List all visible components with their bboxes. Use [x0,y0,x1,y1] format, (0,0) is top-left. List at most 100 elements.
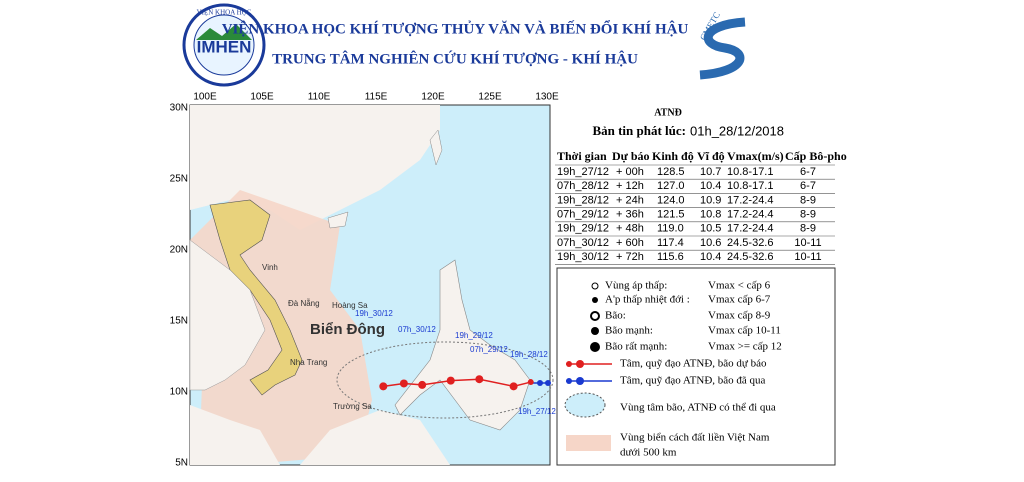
logo-right-s [699,17,746,80]
track-label: 19h_28/12 [510,350,548,359]
legend-symbol [576,360,584,368]
legend-vmax: Vmax >= cấp 12 [708,341,782,353]
legend-cone [564,392,606,418]
lat-label: 30N [170,103,188,114]
indochina [189,239,266,391]
lon-label: 130E [535,92,559,103]
table-cell: 128.5 [657,166,685,178]
legend-vmax: Vmax cấp 8-9 [708,310,771,322]
institute: VIỆN KHOA HỌC KHÍ TƯỢNG THỦY VĂN VÀ BIẾN… [222,19,689,37]
table-cell: 07h_29/12 [557,209,609,221]
table-cell: + 48h [616,223,644,235]
table-cell: 117.4 [657,237,684,249]
philippines [394,259,531,431]
table-cell: 07h_30/12 [557,237,609,249]
table-cell: 19h_28/12 [557,194,609,206]
legend-past: Tâm, quỹ đạo ATNĐ, bão đã qua [620,375,766,387]
table-cell: + 00h [616,166,644,178]
legend-box [556,267,836,466]
table-header: Thời gian [557,149,607,163]
past-point [537,380,543,386]
legend-cone: Vùng tâm bão, ATNĐ có thể đi qua [620,402,776,414]
table-header: Dự báo [612,149,650,163]
track-label: 19h_27/12 [518,407,556,416]
table-header: Vĩ độ [697,149,725,163]
legend-zone [566,435,611,451]
issued: 01h_28/12/2018 [690,123,784,138]
table-cell: 10-11 [794,237,821,249]
lon-label: 105E [250,92,274,103]
table-cell: + 36h [616,209,644,221]
place-label: Trường Sa [333,402,372,411]
table-cell: + 60h [616,237,644,249]
table-cell: 10.8 [700,209,721,221]
table-cell: 119.0 [657,223,684,235]
lon-label: 125E [478,92,502,103]
table-header: Cấp Bô-pho [785,149,847,163]
table-cell: 115.6 [657,251,684,263]
table-cell: 10.6 [700,237,721,249]
table-cell: 6-7 [800,166,816,178]
lon-label: 110E [308,92,331,103]
legend-symbol [591,327,599,335]
track-point [509,382,518,391]
table-cell: + 12h [616,180,644,192]
borneo [300,410,450,465]
table-cell: 8-9 [800,223,816,235]
table-header: Kinh độ [652,149,694,163]
table-header: Vmax(m/s) [727,149,784,163]
lat-label: 5N [175,458,188,469]
past-point [545,380,551,386]
table-cell: 127.0 [657,180,685,192]
map [189,104,554,466]
place-label: Hoàng Sa [332,301,368,310]
table-cell: + 24h [616,194,644,206]
table-cell: 17.2-24.4 [727,194,773,206]
vietnam [209,199,303,396]
track-point [527,379,534,386]
legend-vmax: Vmax cấp 10-11 [708,325,781,337]
table-cell: 8-9 [800,194,816,206]
place-label: Nha Trang [290,358,327,367]
table-cell: 10.9 [700,194,721,206]
table-cell: 10.8-17.1 [727,166,773,178]
track-label: 19h_29/12 [455,331,493,340]
table-cell: 8-9 [800,209,816,221]
lat-label: 10N [170,387,188,398]
table-cell: 10.7 [700,166,721,178]
track-point [418,380,427,389]
legend-vmax: Vmax cấp 6-7 [708,294,771,306]
track-label: 07h_30/12 [398,325,436,334]
legend-symbol [576,377,584,385]
legend-symbol [592,297,598,303]
table-cell: 10.4 [700,180,721,192]
table-cell: 19h_30/12 [557,251,609,263]
logo-ring: VIỆN KHOA HỌC [197,9,252,17]
legend-label: Bão rất mạnh: [605,341,667,353]
center: TRUNG TÂM NGHIÊN CỨU KHÍ TƯỢNG - KHÍ HẬU [272,50,638,67]
table-cell: 6-7 [800,180,816,192]
hainan [327,211,349,229]
table-cell: 10.5 [700,223,721,235]
lat-label: 15N [170,316,188,327]
table-cell: 07h_28/12 [557,180,609,192]
lon-label: 100E [193,92,217,103]
legend-symbol [591,282,599,290]
logo-text: IMHEN [197,37,252,56]
table-cell: 17.2-24.4 [727,223,773,235]
table-cell: 10.4 [700,251,721,263]
legend-zone: dưới 500 km [620,447,677,459]
lat-label: 25N [170,174,188,185]
legend-symbol [566,361,572,367]
table-cell: 10-11 [794,251,821,263]
track-point [475,375,484,384]
track-point [446,376,455,385]
table-cell: 10.8-17.1 [727,180,773,192]
track-point [399,379,408,388]
track-point [379,382,388,391]
legend-symbol [566,378,572,384]
legend-symbol [590,342,600,352]
place-label: Biển Đông [310,321,385,338]
table-cell: + 72h [616,251,644,263]
